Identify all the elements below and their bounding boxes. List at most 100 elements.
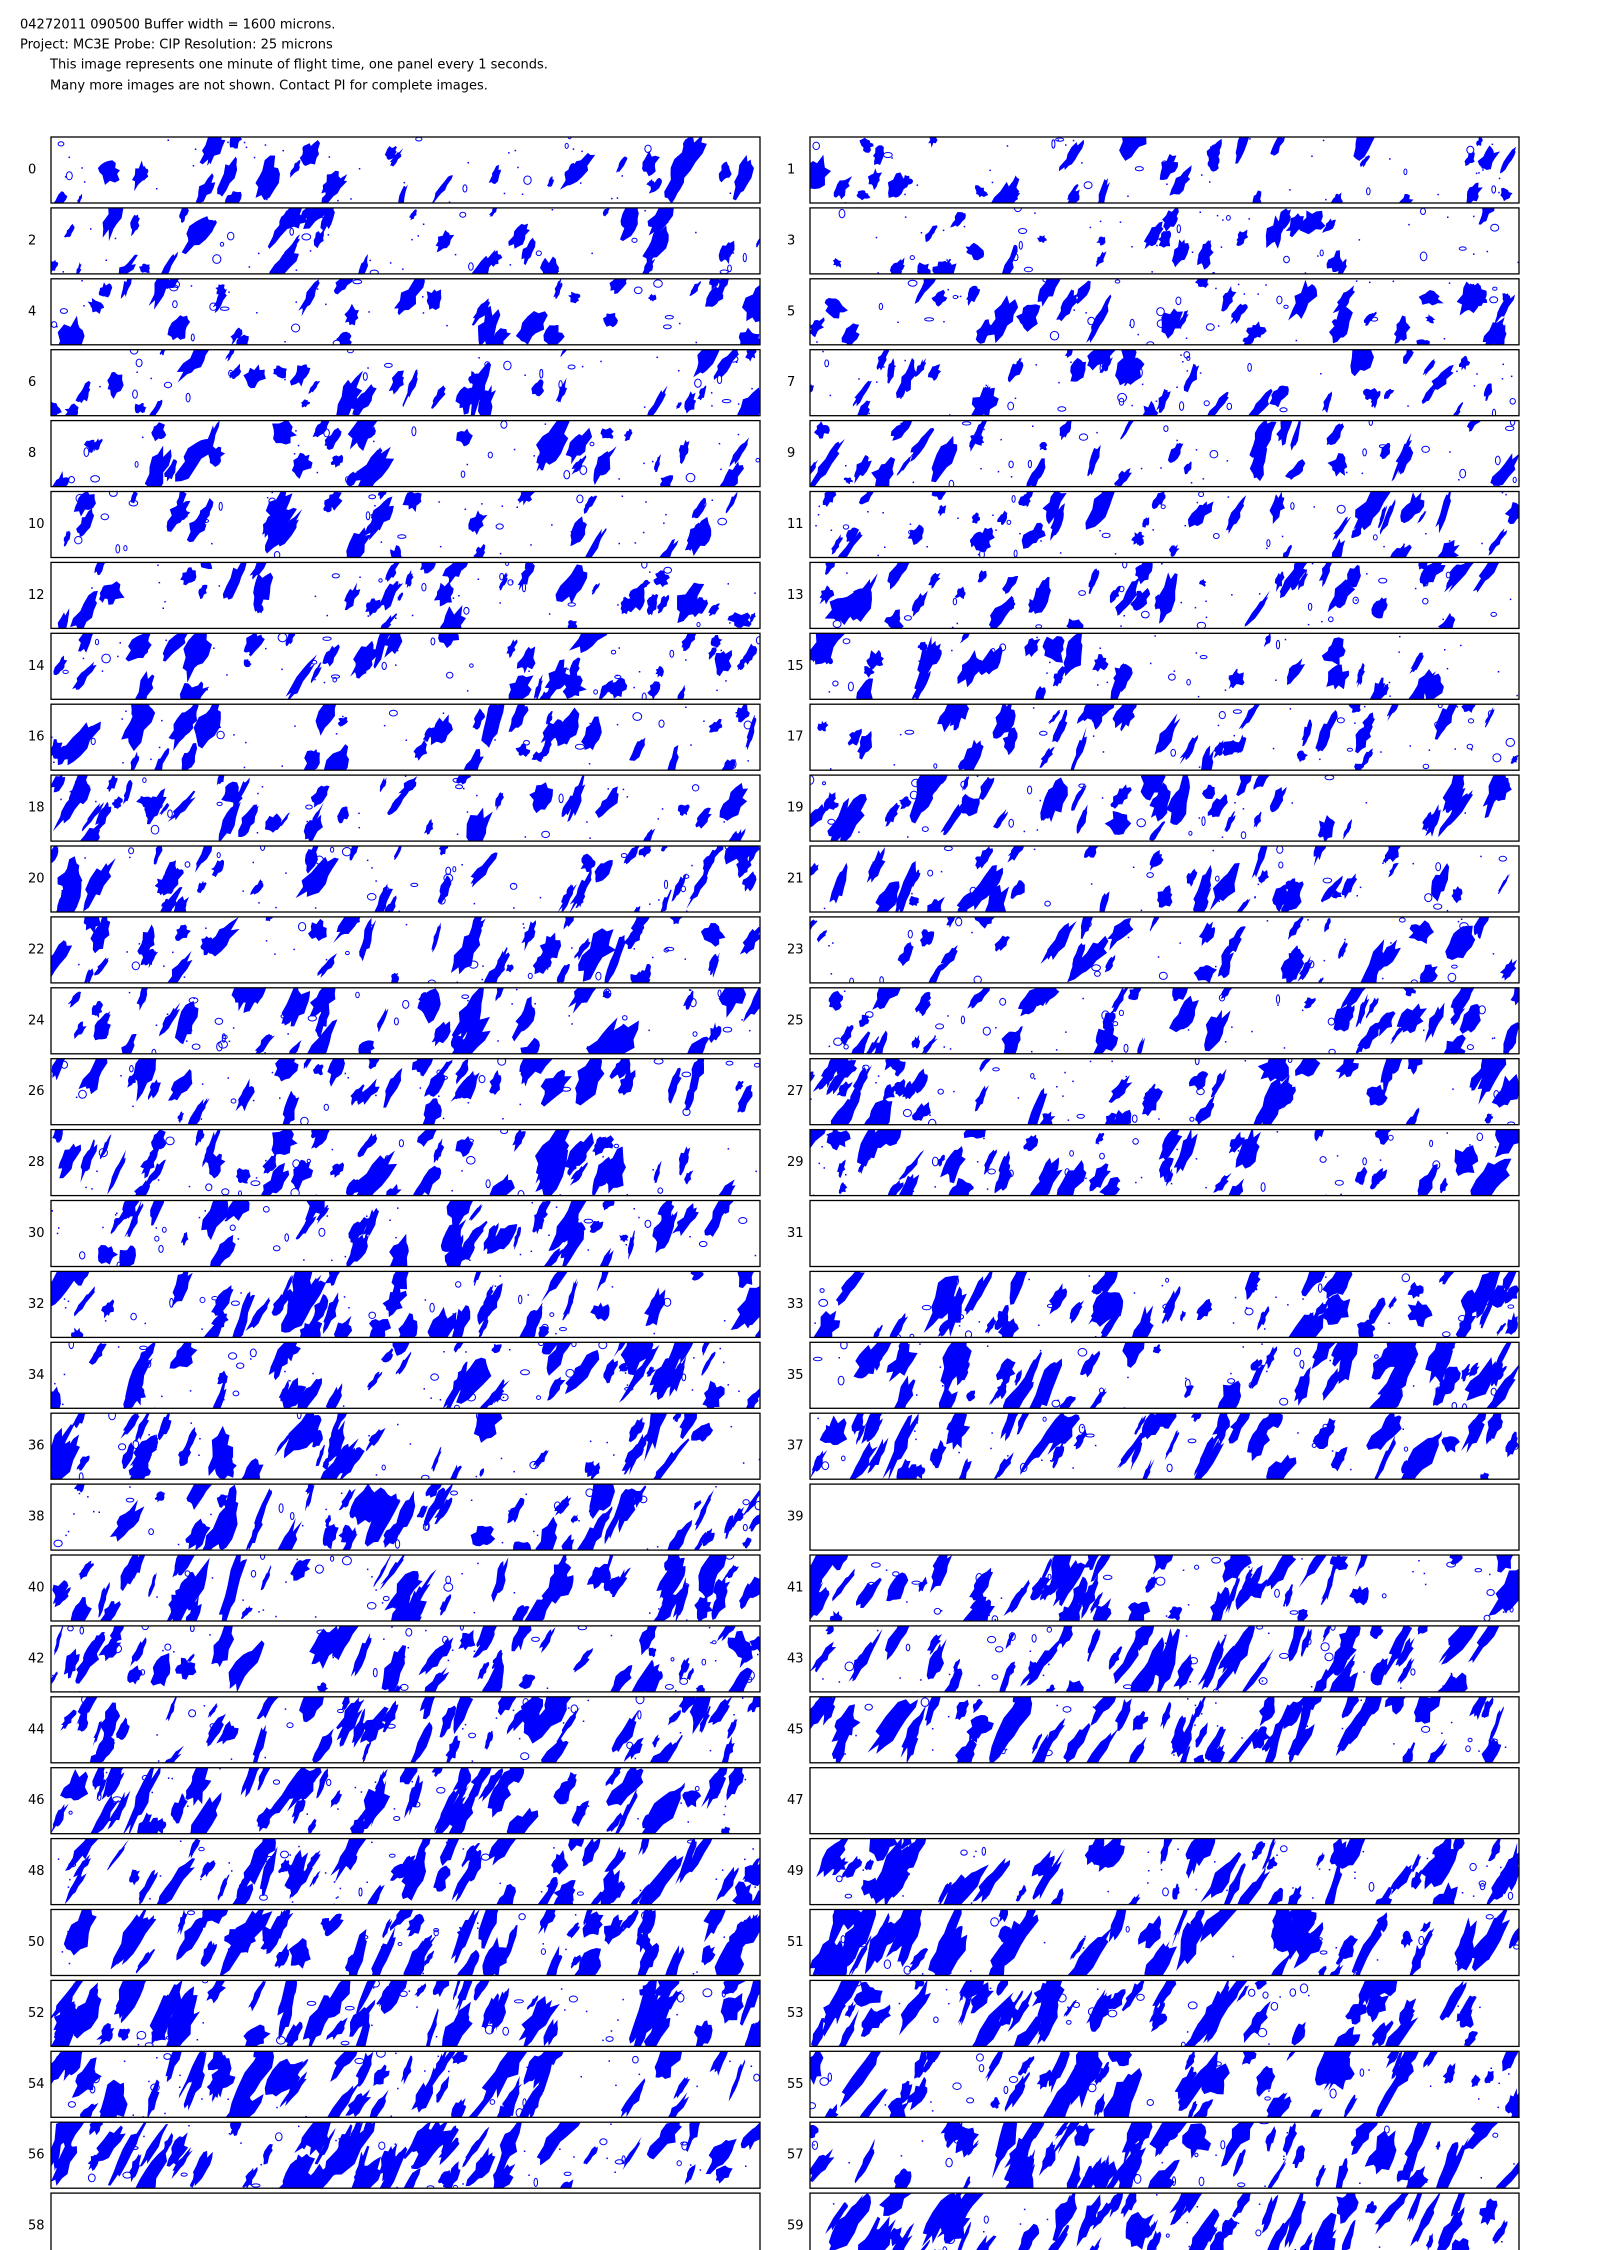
particle-ring bbox=[1134, 166, 1144, 172]
particle-dot bbox=[1494, 1146, 1497, 1148]
particle-dot bbox=[737, 433, 740, 436]
panel-image bbox=[57, 1838, 760, 1905]
particle bbox=[541, 1271, 573, 1303]
particle bbox=[1500, 187, 1513, 202]
particle bbox=[541, 1248, 564, 1267]
particle bbox=[52, 191, 68, 203]
panel-image bbox=[51, 1200, 757, 1267]
particle bbox=[195, 1533, 205, 1551]
particle-dot bbox=[639, 1889, 642, 1892]
particle-ring bbox=[517, 1190, 525, 1196]
particle-dot bbox=[534, 1003, 536, 1005]
particle-dot bbox=[472, 2112, 474, 2115]
particle bbox=[672, 1342, 700, 1368]
particle-ring bbox=[306, 1775, 316, 1784]
particle-dot bbox=[262, 1840, 265, 1842]
particle bbox=[1008, 599, 1016, 611]
particle-dot bbox=[540, 2009, 542, 2011]
particle-ring bbox=[1279, 1397, 1289, 1406]
particle-dot bbox=[1194, 1724, 1196, 1726]
particle-dot bbox=[305, 2115, 307, 2118]
particle bbox=[96, 1776, 108, 1801]
particle-dot bbox=[461, 1573, 463, 1575]
particle bbox=[1169, 165, 1192, 196]
particle-dot bbox=[227, 1948, 230, 1950]
particle bbox=[1193, 1433, 1227, 1480]
particle bbox=[75, 1639, 106, 1684]
particle-dot bbox=[193, 997, 195, 1000]
particle bbox=[1253, 811, 1262, 828]
particle bbox=[1069, 1300, 1085, 1324]
particle-ring bbox=[1162, 1887, 1169, 1897]
particle bbox=[329, 1162, 345, 1178]
particle bbox=[491, 1557, 509, 1603]
particle-dot bbox=[500, 706, 502, 708]
particle bbox=[119, 1033, 137, 1054]
particle-ring bbox=[520, 1369, 530, 1376]
particle bbox=[1007, 1989, 1033, 2032]
particle bbox=[1431, 863, 1450, 902]
particle bbox=[547, 1376, 566, 1401]
particle-ring bbox=[686, 1839, 696, 1844]
particle bbox=[531, 751, 544, 763]
particle-dot bbox=[657, 818, 659, 820]
particle-dot bbox=[448, 201, 451, 203]
panel-image bbox=[810, 633, 1518, 700]
particle-dot bbox=[665, 513, 667, 516]
particle bbox=[1480, 1361, 1498, 1386]
particle-dot bbox=[1390, 942, 1392, 944]
panel-image bbox=[67, 987, 760, 1054]
particle-dot bbox=[845, 1174, 847, 1176]
particle bbox=[1219, 1178, 1244, 1196]
particle bbox=[302, 1992, 339, 2047]
particle-dot bbox=[1249, 138, 1251, 140]
particle-dot bbox=[1258, 1679, 1260, 1682]
particle-dot bbox=[853, 1967, 855, 1969]
particle bbox=[51, 1803, 69, 1834]
particle bbox=[295, 856, 339, 899]
particle-dot bbox=[1319, 1684, 1321, 1687]
particle-dot bbox=[930, 2101, 932, 2103]
particle-ring bbox=[123, 545, 128, 552]
particle-dot bbox=[1385, 1668, 1388, 1670]
particle bbox=[965, 242, 985, 261]
particle-dot bbox=[248, 266, 251, 268]
particle bbox=[391, 1271, 413, 1298]
particle-ring bbox=[1019, 1462, 1028, 1473]
particle bbox=[885, 1868, 911, 1905]
particle bbox=[554, 1495, 572, 1517]
particle-dot bbox=[1032, 707, 1035, 709]
particle bbox=[748, 1506, 760, 1532]
particle bbox=[122, 1200, 140, 1220]
particle bbox=[1149, 782, 1171, 822]
particle-dot bbox=[963, 225, 966, 228]
particle-dot bbox=[862, 1869, 864, 1871]
particle bbox=[1230, 303, 1248, 325]
particle bbox=[51, 1058, 73, 1081]
particle bbox=[1110, 794, 1122, 809]
particle bbox=[943, 1281, 957, 1302]
particle-ring bbox=[1289, 1610, 1299, 1615]
particle bbox=[1353, 491, 1391, 530]
particle bbox=[1423, 2051, 1439, 2068]
particle-dot bbox=[1056, 1086, 1058, 1088]
particle bbox=[455, 1059, 469, 1085]
particle-dot bbox=[417, 235, 419, 237]
particle bbox=[533, 2051, 549, 2089]
particle-ring bbox=[305, 804, 313, 810]
particle-dot bbox=[162, 1649, 164, 1652]
particle-dot bbox=[350, 198, 352, 200]
particle-dot bbox=[206, 688, 208, 691]
particle bbox=[1311, 1342, 1337, 1370]
particle-ring bbox=[150, 824, 160, 835]
particle-dot bbox=[1120, 625, 1122, 627]
particle-ring bbox=[1466, 743, 1474, 750]
particle-dot bbox=[1031, 1050, 1033, 1053]
particle-ring bbox=[484, 2024, 494, 2035]
particle-ring bbox=[1102, 1574, 1113, 1580]
particle bbox=[1149, 850, 1164, 871]
particle bbox=[608, 1665, 633, 1692]
particle-dot bbox=[626, 1194, 629, 1196]
particle-ring bbox=[1132, 1138, 1139, 1145]
particle-ring bbox=[921, 826, 929, 832]
